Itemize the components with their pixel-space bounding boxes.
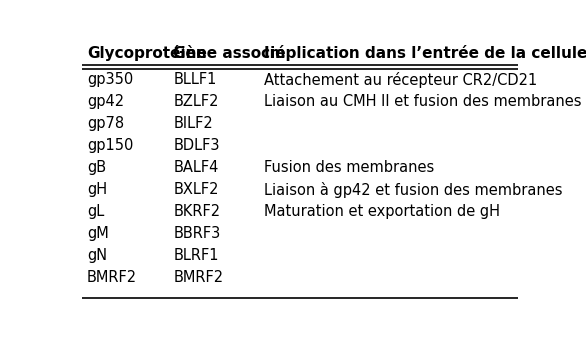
Text: Liaison à gp42 et fusion des membranes: Liaison à gp42 et fusion des membranes xyxy=(264,182,563,197)
Text: Liaison au CMH II et fusion des membranes: Liaison au CMH II et fusion des membrane… xyxy=(264,94,581,109)
Text: gp78: gp78 xyxy=(87,116,124,131)
Text: BZLF2: BZLF2 xyxy=(173,94,219,109)
Text: BBRF3: BBRF3 xyxy=(173,226,220,241)
Text: gH: gH xyxy=(87,182,107,197)
Text: gM: gM xyxy=(87,226,108,241)
Text: gN: gN xyxy=(87,248,107,263)
Text: BMRF2: BMRF2 xyxy=(87,270,137,285)
Text: Implication dans l’entrée de la cellule B: Implication dans l’entrée de la cellule … xyxy=(264,45,586,61)
Text: BDLF3: BDLF3 xyxy=(173,138,220,153)
Text: BMRF2: BMRF2 xyxy=(173,270,223,285)
Text: BALF4: BALF4 xyxy=(173,160,219,175)
Text: BILF2: BILF2 xyxy=(173,116,213,131)
Text: Gène associé: Gène associé xyxy=(173,46,286,61)
Text: gL: gL xyxy=(87,204,104,219)
Text: gp150: gp150 xyxy=(87,138,133,153)
Text: Glycoprotéine: Glycoprotéine xyxy=(87,45,207,61)
Text: BKRF2: BKRF2 xyxy=(173,204,220,219)
Text: gB: gB xyxy=(87,160,106,175)
Text: BLLF1: BLLF1 xyxy=(173,72,217,87)
Text: gp350: gp350 xyxy=(87,72,133,87)
Text: BLRF1: BLRF1 xyxy=(173,248,219,263)
Text: Attachement au récepteur CR2/CD21: Attachement au récepteur CR2/CD21 xyxy=(264,72,537,88)
Text: gp42: gp42 xyxy=(87,94,124,109)
Text: BXLF2: BXLF2 xyxy=(173,182,219,197)
Text: Fusion des membranes: Fusion des membranes xyxy=(264,160,434,175)
Text: Maturation et exportation de gH: Maturation et exportation de gH xyxy=(264,204,500,219)
